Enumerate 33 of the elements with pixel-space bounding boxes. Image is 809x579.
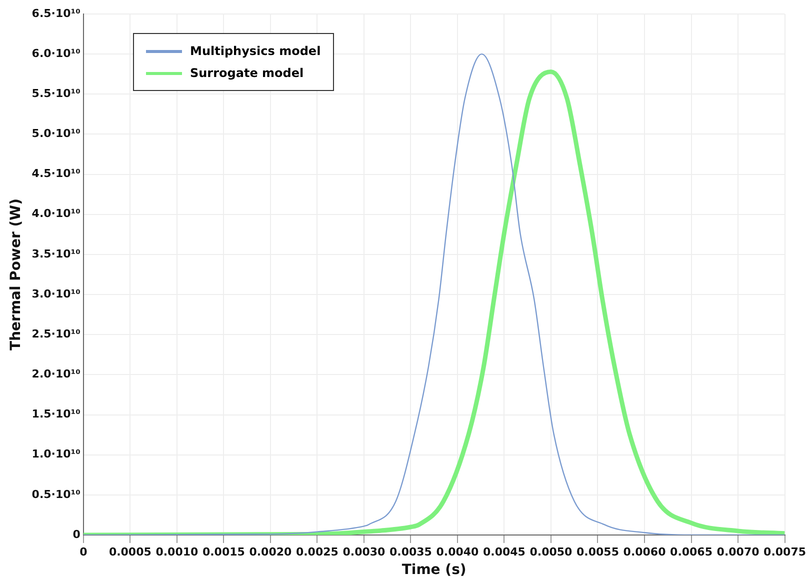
x-tick-label: 0.0010 bbox=[156, 545, 198, 558]
y-tick-label: 1.5·10¹⁰ bbox=[32, 408, 81, 421]
y-tick-label: 0 bbox=[72, 528, 81, 541]
y-tick-label: 2.0·10¹⁰ bbox=[32, 368, 81, 381]
x-tick-label: 0.0015 bbox=[202, 545, 245, 558]
x-tick-label: 0.0005 bbox=[108, 545, 152, 558]
x-axis-title: Time (s) bbox=[402, 562, 466, 578]
x-tick-label: 0.0040 bbox=[436, 545, 480, 558]
x-tick-label: 0.0060 bbox=[623, 545, 666, 558]
x-tick-label: 0.0035 bbox=[389, 545, 432, 558]
y-tick-label: 6.5·10¹⁰ bbox=[32, 6, 81, 20]
y-tick-label: 3.5·10¹⁰ bbox=[32, 247, 81, 260]
y-tick-label: 4.0·10¹⁰ bbox=[32, 207, 81, 220]
x-tick-label: 0.0065 bbox=[670, 545, 712, 558]
y-tick-label: 2.5·10¹⁰ bbox=[32, 327, 81, 340]
x-tick-label: 0.0055 bbox=[576, 545, 619, 558]
legend-label: Multiphysics model bbox=[190, 44, 321, 58]
y-tick-label: 6.0·10¹⁰ bbox=[32, 46, 81, 60]
y-tick-label: 3.0·10¹⁰ bbox=[32, 287, 81, 300]
x-tick-label: 0.0070 bbox=[716, 545, 760, 558]
x-tick-label: 0.0050 bbox=[530, 545, 573, 558]
x-tick-label: 0.0030 bbox=[342, 545, 386, 558]
y-axis-title: Thermal Power (W) bbox=[8, 198, 24, 350]
y-tick-label: 4.5·10¹⁰ bbox=[32, 167, 81, 180]
x-tick-label: 0.0075 bbox=[764, 545, 806, 558]
x-tick-label: 0.0045 bbox=[483, 545, 526, 558]
legend-label: Surrogate model bbox=[190, 66, 304, 80]
y-tick-label: 1.0·10¹⁰ bbox=[32, 448, 81, 461]
x-tick-label: 0.0020 bbox=[249, 545, 292, 558]
x-tick-label: 0.0025 bbox=[296, 545, 338, 558]
y-tick-label: 0.5·10¹⁰ bbox=[32, 488, 81, 501]
y-tick-label: 5.0·10¹⁰ bbox=[32, 127, 81, 140]
y-tick-label: 5.5·10¹⁰ bbox=[32, 87, 81, 100]
